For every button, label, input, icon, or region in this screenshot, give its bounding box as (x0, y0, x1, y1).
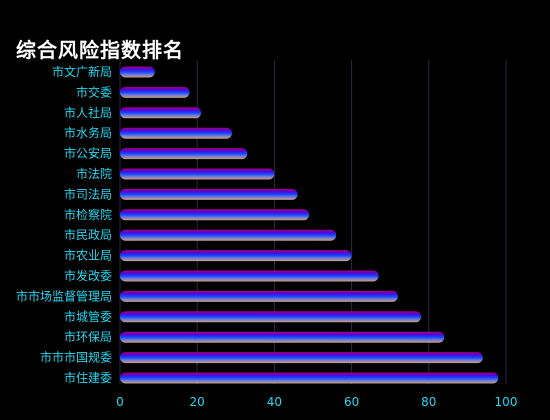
category-label: 市检察院 (64, 207, 112, 222)
bar (120, 86, 190, 98)
category-label: 市发改委 (64, 268, 112, 283)
category-label: 市水务局 (64, 125, 112, 140)
category-label: 市环保局 (64, 329, 112, 344)
bar (120, 188, 298, 200)
category-labels: 市文广新局市交委市人社局市水务局市公安局市法院市司法局市检察院市民政局市农业局市… (16, 64, 112, 385)
bar (120, 331, 445, 343)
bar (120, 127, 232, 139)
bar (120, 66, 155, 78)
category-label: 市民政局 (64, 227, 112, 242)
category-label: 市文广新局 (52, 64, 112, 79)
bar (120, 148, 248, 160)
x-tick-label: 0 (116, 395, 124, 409)
bar (120, 209, 310, 221)
bar (120, 352, 483, 364)
x-axis-ticks: 0 20 40 60 80 100 (116, 395, 517, 409)
category-label: 市市市国规委 (40, 350, 112, 365)
category-label: 市城管委 (64, 309, 112, 324)
bar (120, 372, 499, 384)
x-tick-label: 20 (190, 395, 205, 409)
category-label: 市人社局 (64, 105, 112, 120)
category-label: 市交委 (76, 84, 112, 99)
bar (120, 270, 379, 282)
category-label: 市农业局 (64, 248, 112, 263)
chart-title: 综合风险指数排名 (16, 38, 184, 62)
bar (120, 168, 275, 180)
category-label: 市司法局 (64, 186, 112, 201)
category-label: 市公安局 (64, 146, 112, 161)
x-tick-label: 100 (495, 395, 518, 409)
bar (120, 229, 337, 241)
x-tick-label: 80 (421, 395, 436, 409)
bar (120, 290, 398, 302)
bars (120, 66, 499, 384)
category-label: 市住建委 (64, 370, 112, 385)
x-tick-label: 40 (267, 395, 282, 409)
bar (120, 311, 422, 323)
bar (120, 250, 352, 262)
category-label: 市市场监督管理局 (16, 288, 112, 303)
category-label: 市法院 (76, 166, 112, 181)
x-tick-label: 60 (344, 395, 359, 409)
bar (120, 107, 202, 119)
